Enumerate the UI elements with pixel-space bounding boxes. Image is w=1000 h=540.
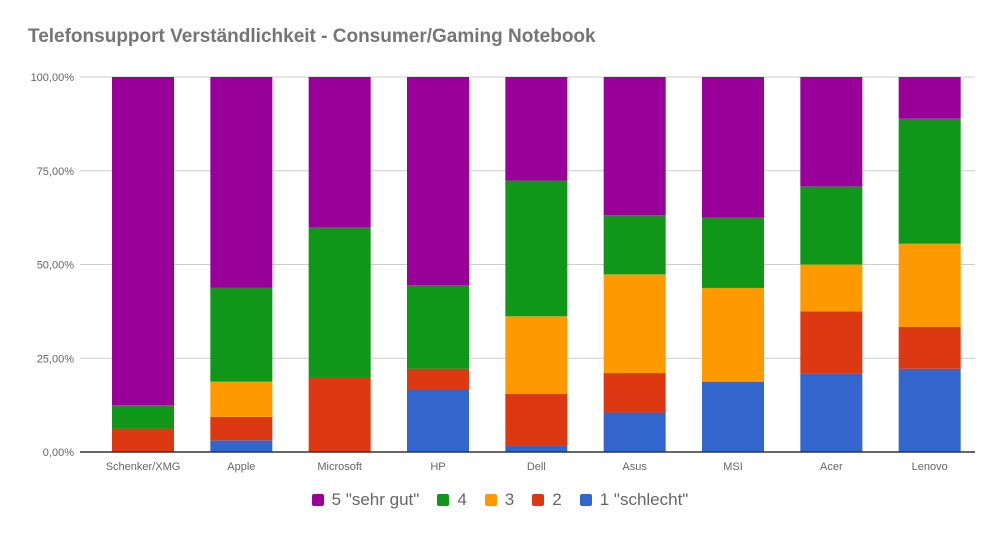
bar-segment[interactable]	[505, 180, 568, 317]
bar-segment[interactable]	[210, 287, 273, 382]
bar-segment[interactable]	[112, 428, 174, 452]
bar-segment[interactable]	[407, 285, 469, 369]
bar-segment[interactable]	[407, 76, 469, 286]
legend-swatch	[532, 494, 545, 506]
bar-segment[interactable]	[407, 389, 469, 452]
bar-segment[interactable]	[898, 327, 961, 369]
x-tick-label: Apple	[227, 461, 255, 473]
legend-label: 4	[457, 490, 467, 509]
x-tick-label: MSI	[723, 461, 743, 473]
x-tick-label: Lenovo	[912, 461, 948, 473]
legend-label: 3	[504, 490, 515, 509]
bar-segment[interactable]	[210, 416, 273, 441]
bar-segment[interactable]	[210, 76, 273, 288]
legend-label: 5 "sehr gut"	[331, 490, 420, 509]
bar-segment[interactable]	[308, 227, 371, 377]
bar-segment[interactable]	[898, 118, 961, 244]
bar-segment[interactable]	[898, 368, 961, 452]
legend-swatch	[311, 494, 324, 506]
legend-item[interactable]: 4	[437, 490, 467, 510]
legend-label: 1 "schlecht"	[599, 490, 689, 509]
legend-item[interactable]: 3	[484, 490, 515, 510]
legend-swatch	[579, 494, 592, 506]
x-tick-label: Microsoft	[317, 461, 362, 473]
bar-segment[interactable]	[702, 217, 764, 288]
legend-swatch	[437, 494, 450, 506]
bar-segment[interactable]	[800, 77, 863, 187]
x-tick-label: Schenker/XMG	[106, 461, 181, 473]
x-tick-label: Dell	[527, 461, 546, 473]
y-tick-label: 50,00%	[37, 260, 75, 272]
bar-segment[interactable]	[505, 316, 568, 394]
bar-segment[interactable]	[603, 215, 666, 275]
bar-segment[interactable]	[308, 77, 371, 227]
x-tick-label: HP	[430, 461, 445, 473]
bar-segment[interactable]	[603, 76, 666, 216]
bar-segment[interactable]	[702, 381, 764, 452]
bar-segment[interactable]	[112, 405, 174, 429]
bar-segment[interactable]	[603, 274, 666, 374]
bar-segment[interactable]	[898, 77, 961, 119]
bar-segment[interactable]	[505, 445, 568, 452]
bar-segment[interactable]	[898, 243, 961, 328]
bar-segment[interactable]	[407, 368, 469, 390]
x-tick-label: Asus	[622, 461, 647, 473]
legend-item[interactable]: 2	[532, 490, 562, 510]
bar-segment[interactable]	[112, 77, 174, 406]
legend-label: 2	[552, 490, 562, 509]
bar-segment[interactable]	[308, 377, 371, 452]
legend-item[interactable]: 5 "sehr gut"	[311, 490, 420, 510]
y-tick-label: 0,00%	[43, 447, 74, 459]
bar-segment[interactable]	[800, 311, 863, 374]
bar-segment[interactable]	[210, 381, 273, 417]
bar-segment[interactable]	[505, 393, 568, 446]
legend-item[interactable]: 1 "schlecht"	[579, 490, 689, 510]
y-tick-label: 100,00%	[31, 72, 75, 84]
y-tick-label: 75,00%	[37, 166, 75, 178]
bar-segment[interactable]	[603, 412, 666, 452]
x-tick-label: Acer	[820, 461, 843, 473]
chart-title: Telefonsupport Verständlichkeit - Consum…	[28, 26, 596, 47]
y-tick-label: 25,00%	[37, 353, 75, 365]
bar-segment[interactable]	[800, 186, 863, 265]
legend-swatch	[484, 494, 497, 506]
bar-segment[interactable]	[505, 77, 568, 181]
bar-segment[interactable]	[800, 264, 863, 312]
bar-segment[interactable]	[702, 287, 764, 382]
legend: 5 "sehr gut" 4 3 2 1 "schlecht"	[0, 490, 1000, 510]
bar-segment[interactable]	[210, 440, 273, 452]
bar-segment[interactable]	[800, 373, 863, 452]
bar-segment[interactable]	[702, 77, 764, 218]
bar-segment[interactable]	[603, 373, 666, 413]
